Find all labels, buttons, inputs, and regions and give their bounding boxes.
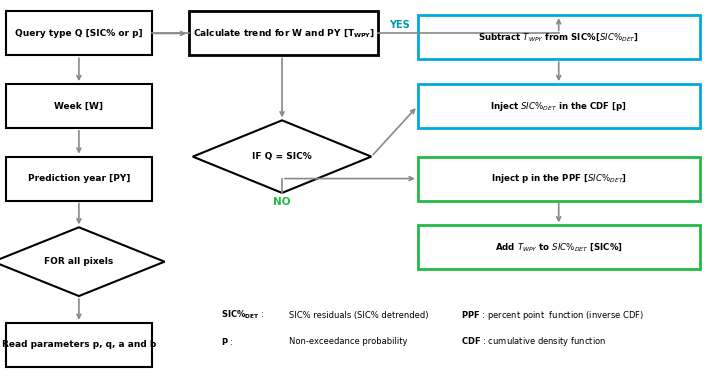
FancyBboxPatch shape — [418, 157, 700, 201]
Text: NO: NO — [273, 197, 291, 207]
Text: $\mathbf{CDF}$ : cumulative density function: $\mathbf{CDF}$ : cumulative density func… — [461, 335, 605, 348]
Text: IF Q = SIC%: IF Q = SIC% — [252, 152, 312, 161]
FancyBboxPatch shape — [418, 84, 700, 128]
Text: Inject p in the PPF [$SIC\%_{DET}$]: Inject p in the PPF [$SIC\%_{DET}$] — [491, 172, 627, 185]
Text: Add $T_{WPY}$ to $SIC\%_{DET}$ [SIC%]: Add $T_{WPY}$ to $SIC\%_{DET}$ [SIC%] — [495, 241, 623, 253]
Text: Read parameters p, q, a and b: Read parameters p, q, a and b — [1, 340, 156, 349]
Text: Calculate trend for W and PY [$\mathbf{T_{WPY}}$]: Calculate trend for W and PY [$\mathbf{T… — [193, 28, 375, 39]
Text: Non-exceedance probability: Non-exceedance probability — [289, 337, 408, 346]
Text: Subtract $T_{WPY}$ from SIC%[$SIC\%_{DET}$]: Subtract $T_{WPY}$ from SIC%[$SIC\%_{DET… — [478, 31, 639, 43]
Text: $\mathbf{PPF}$ : percent point  function (inverse CDF): $\mathbf{PPF}$ : percent point function … — [461, 309, 643, 322]
Polygon shape — [193, 120, 371, 193]
Text: YES: YES — [389, 20, 410, 31]
Text: Inject $SIC\%_{DET}$ in the CDF [p]: Inject $SIC\%_{DET}$ in the CDF [p] — [491, 99, 627, 113]
Text: Prediction year [PY]: Prediction year [PY] — [28, 174, 130, 183]
Text: FOR all pixels: FOR all pixels — [44, 257, 114, 266]
FancyBboxPatch shape — [189, 11, 378, 55]
FancyBboxPatch shape — [6, 84, 152, 128]
FancyBboxPatch shape — [6, 157, 152, 201]
FancyBboxPatch shape — [418, 225, 700, 269]
Text: $\mathbf{SIC\%_{DET}}$ :: $\mathbf{SIC\%_{DET}}$ : — [221, 309, 265, 321]
FancyBboxPatch shape — [6, 11, 152, 55]
FancyBboxPatch shape — [418, 15, 700, 59]
FancyBboxPatch shape — [6, 323, 152, 367]
Polygon shape — [0, 227, 164, 296]
Text: SIC% residuals (SIC% detrended): SIC% residuals (SIC% detrended) — [289, 311, 428, 320]
Text: $\mathbf{P}$ :: $\mathbf{P}$ : — [221, 337, 234, 347]
Text: Query type Q [SIC% or p]: Query type Q [SIC% or p] — [15, 29, 143, 38]
Text: Week [W]: Week [W] — [54, 102, 104, 110]
